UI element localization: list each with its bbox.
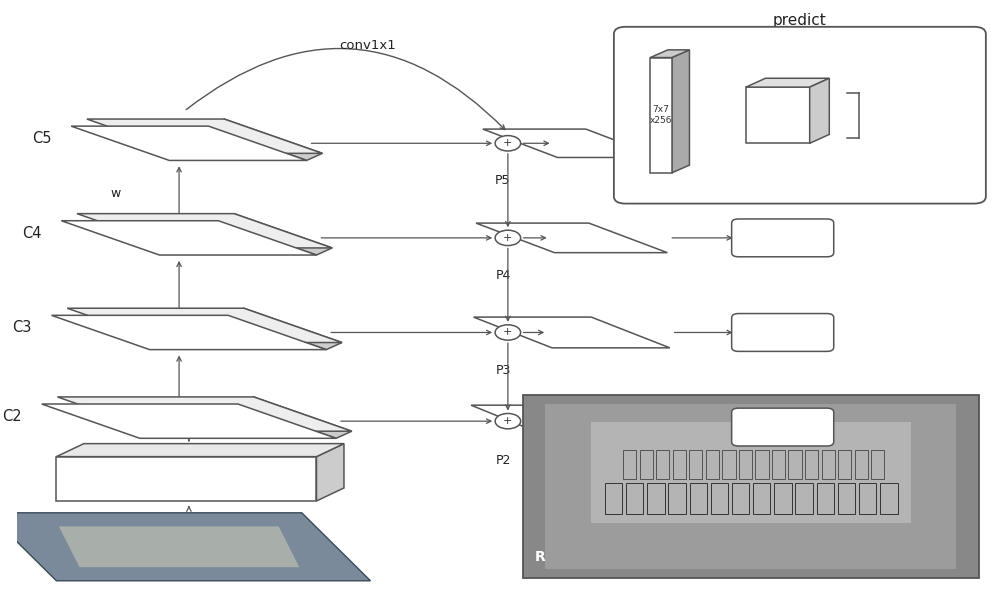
Polygon shape bbox=[51, 315, 326, 350]
Text: P2: P2 bbox=[495, 454, 511, 467]
Polygon shape bbox=[672, 50, 689, 173]
Text: class: class bbox=[865, 86, 896, 99]
Polygon shape bbox=[650, 50, 689, 58]
Polygon shape bbox=[545, 404, 956, 568]
Text: +: + bbox=[503, 138, 513, 148]
Polygon shape bbox=[56, 444, 344, 457]
Text: box: box bbox=[865, 131, 887, 144]
Polygon shape bbox=[238, 397, 352, 438]
Polygon shape bbox=[810, 78, 829, 143]
Polygon shape bbox=[57, 397, 352, 431]
Text: +: + bbox=[503, 233, 513, 243]
Text: conv1x1: conv1x1 bbox=[340, 39, 396, 52]
Polygon shape bbox=[591, 422, 911, 523]
Text: 7x7
x256: 7x7 x256 bbox=[650, 106, 672, 125]
Circle shape bbox=[495, 230, 521, 245]
Text: +: + bbox=[503, 416, 513, 426]
Text: predict: predict bbox=[761, 326, 805, 339]
Polygon shape bbox=[746, 87, 810, 143]
Polygon shape bbox=[650, 58, 672, 173]
Text: +: + bbox=[503, 327, 513, 337]
Circle shape bbox=[495, 325, 521, 340]
FancyBboxPatch shape bbox=[614, 27, 986, 204]
Circle shape bbox=[495, 413, 521, 429]
Polygon shape bbox=[71, 126, 307, 160]
Polygon shape bbox=[228, 308, 342, 350]
Text: P3: P3 bbox=[495, 364, 511, 377]
Polygon shape bbox=[523, 394, 979, 578]
Polygon shape bbox=[87, 119, 322, 153]
Polygon shape bbox=[61, 221, 316, 255]
Polygon shape bbox=[474, 317, 670, 348]
Text: predict: predict bbox=[761, 421, 805, 434]
Polygon shape bbox=[316, 444, 344, 501]
Polygon shape bbox=[218, 214, 332, 255]
Text: P4: P4 bbox=[495, 269, 511, 282]
Polygon shape bbox=[77, 214, 332, 248]
Polygon shape bbox=[209, 119, 322, 160]
Polygon shape bbox=[476, 223, 667, 252]
FancyBboxPatch shape bbox=[732, 314, 834, 352]
Text: C5: C5 bbox=[32, 131, 51, 146]
Text: C4: C4 bbox=[22, 226, 42, 241]
Circle shape bbox=[495, 135, 521, 151]
Text: C2: C2 bbox=[2, 409, 22, 424]
Text: R: R bbox=[534, 550, 545, 564]
Text: predict: predict bbox=[773, 14, 827, 29]
Polygon shape bbox=[746, 78, 829, 87]
Text: Conv blocks: Conv blocks bbox=[147, 472, 228, 485]
Text: w: w bbox=[110, 187, 120, 200]
Text: predict: predict bbox=[761, 232, 805, 244]
Polygon shape bbox=[483, 129, 660, 157]
Polygon shape bbox=[471, 405, 672, 437]
FancyBboxPatch shape bbox=[732, 219, 834, 257]
Text: P5: P5 bbox=[495, 174, 511, 187]
Polygon shape bbox=[56, 457, 316, 501]
FancyBboxPatch shape bbox=[732, 408, 834, 446]
Polygon shape bbox=[67, 308, 342, 343]
Text: C3: C3 bbox=[12, 320, 32, 335]
Polygon shape bbox=[59, 526, 299, 567]
Polygon shape bbox=[0, 513, 370, 581]
Polygon shape bbox=[42, 404, 336, 438]
